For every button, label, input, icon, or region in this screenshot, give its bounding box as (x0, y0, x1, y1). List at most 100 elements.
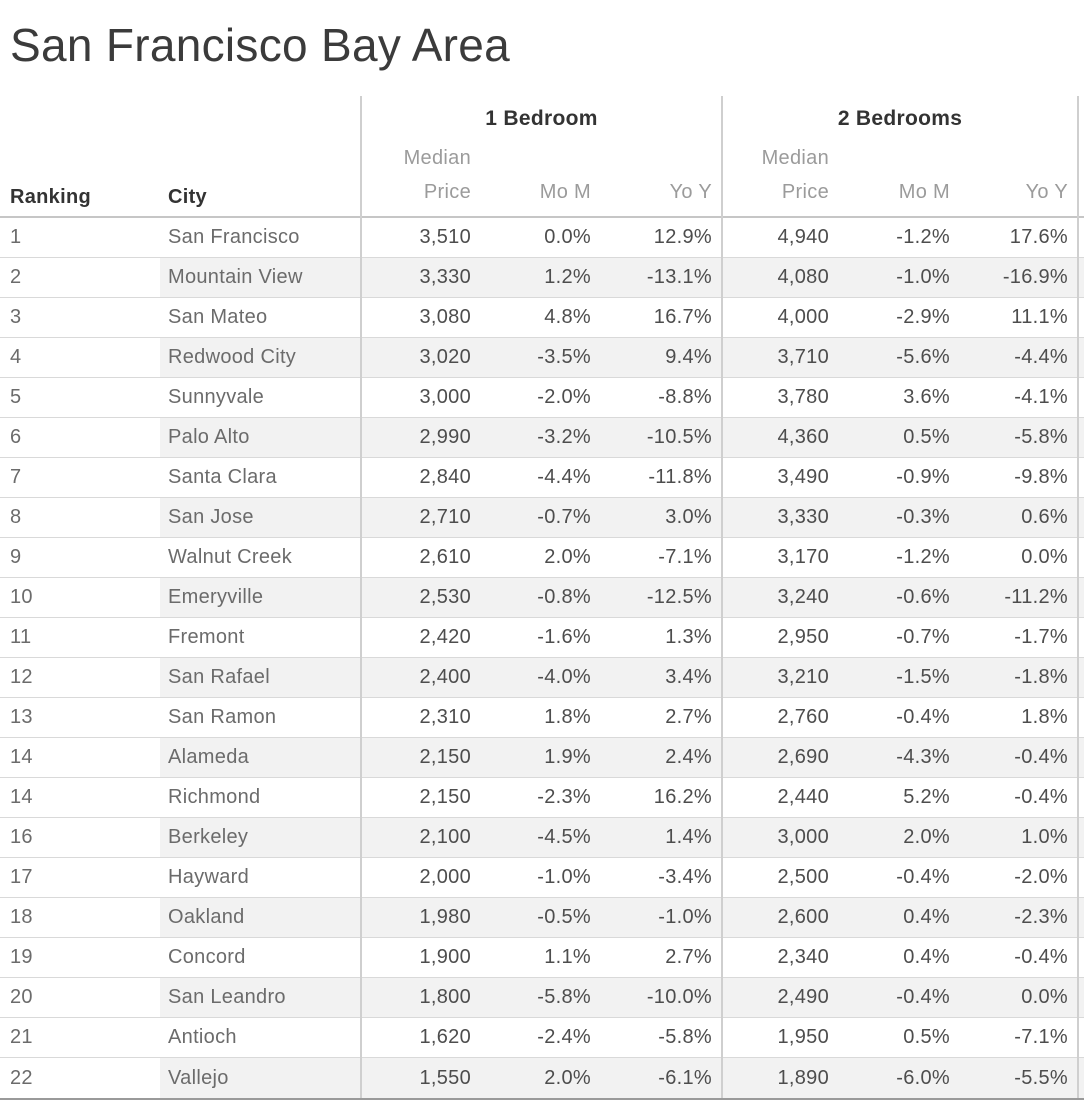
ranking-cell: 14 (10, 746, 33, 768)
subheader-1br-mom: Mo M (481, 96, 601, 216)
value-cell-1br-price: 2,840 (419, 466, 471, 488)
value-cell-1br-mom: -4.5% (481, 818, 601, 857)
value-cell-2br-price: 2,340 (777, 946, 829, 968)
table-row: 4 Redwood City 3,020 -3.5% 9.4% 3,710 -5.6% -4.… (0, 338, 1084, 378)
value-cell-2br-price: 4,080 (722, 258, 839, 297)
value-cell-2br-yoy: -1.8% (960, 658, 1078, 697)
subheader-1br-median-price: Median Price (361, 96, 481, 216)
city-cell: Oakland (160, 898, 361, 937)
table-row: 17 Hayward 2,000 -1.0% -3.4% 2,500 -0.4% -2.0% (0, 858, 1084, 898)
value-cell-2br-mom: 0.4% (839, 898, 960, 937)
ranking-cell: 4 (10, 346, 22, 368)
value-cell-2br-mom: -0.3% (839, 498, 960, 537)
value-cell-1br-yoy: 12.9% (653, 226, 712, 248)
value-cell-2br-price: 3,240 (722, 578, 839, 617)
value-cell-1br-yoy: -12.5% (601, 578, 722, 617)
table-row: 14 Richmond 2,150 -2.3% 16.2% 2,440 5.2% -0.4% (0, 778, 1084, 818)
table-row: 3 San Mateo 3,080 4.8% 16.7% 4,000 -2.9% 11.1% (0, 298, 1084, 338)
ranking-cell: 11 (10, 626, 32, 648)
city-cell: Concord (168, 946, 246, 968)
edge-sliver (1078, 338, 1084, 377)
value-cell-2br-mom: -1.0% (839, 258, 960, 297)
value-cell-2br-mom: -6.0% (839, 1058, 960, 1098)
value-cell-1br-yoy: -6.1% (601, 1058, 722, 1098)
edge-sliver (1078, 738, 1084, 777)
value-cell-2br-price: 3,210 (722, 658, 839, 697)
value-cell-2br-yoy: -16.9% (960, 258, 1078, 297)
value-cell-1br-price: 2,400 (361, 658, 481, 697)
value-cell-1br-mom: -4.4% (537, 466, 591, 488)
value-cell-2br-yoy: 1.8% (1021, 706, 1068, 728)
value-cell-1br-price: 2,710 (361, 498, 481, 537)
value-cell-2br-price: 3,710 (722, 338, 839, 377)
edge-sliver (1078, 658, 1084, 697)
city-cell: Fremont (168, 626, 245, 648)
value-cell-1br-price: 3,510 (419, 226, 471, 248)
city-cell: Antioch (168, 1026, 237, 1048)
value-cell-2br-mom: 2.0% (839, 818, 960, 857)
value-cell-1br-price: 3,330 (361, 258, 481, 297)
value-cell-2br-yoy: -0.4% (1014, 946, 1068, 968)
table-row: 11 Fremont 2,420 -1.6% 1.3% 2,950 -0.7% -1.7% (0, 618, 1084, 658)
value-cell-2br-mom: 0.5% (839, 418, 960, 457)
city-cell: Mountain View (160, 258, 361, 297)
ranking-cell: 20 (10, 986, 33, 1008)
city-cell: Richmond (168, 786, 261, 808)
value-cell-2br-mom: -4.3% (839, 738, 960, 777)
ranking-cell: 1 (10, 226, 22, 248)
city-cell: San Francisco (168, 226, 300, 248)
value-cell-2br-price: 3,000 (722, 818, 839, 857)
value-cell-1br-mom: -0.5% (481, 898, 601, 937)
column-header-ranking: Ranking (10, 186, 91, 208)
ranking-cell: 17 (10, 866, 33, 888)
value-cell-1br-price: 3,020 (361, 338, 481, 377)
value-cell-2br-price: 2,690 (722, 738, 839, 777)
value-cell-1br-price: 2,610 (419, 546, 471, 568)
city-cell: Berkeley (160, 818, 361, 857)
city-cell: Sunnyvale (168, 386, 265, 408)
table-row: 18 Oakland 1,980 -0.5% -1.0% 2,600 0.4% -2.3% (0, 898, 1084, 938)
page-title: San Francisco Bay Area (10, 19, 511, 71)
value-cell-1br-yoy: -5.8% (658, 1026, 712, 1048)
value-cell-2br-price: 2,440 (777, 786, 829, 808)
value-cell-1br-mom: -3.2% (481, 418, 601, 457)
subheader-2br-median-price: Median Price (722, 96, 839, 216)
value-cell-2br-yoy: -0.4% (1014, 786, 1068, 808)
table-row: 9 Walnut Creek 2,610 2.0% -7.1% 3,170 -1.2% 0.0… (0, 538, 1084, 578)
table-row: 6 Palo Alto 2,990 -3.2% -10.5% 4,360 0.5% -5.8% (0, 418, 1084, 458)
value-cell-1br-mom: -4.0% (481, 658, 601, 697)
table-row: 20 San Leandro 1,800 -5.8% -10.0% 2,490 -0.4% 0… (0, 978, 1084, 1018)
value-cell-2br-yoy: -1.7% (1014, 626, 1068, 648)
value-cell-1br-yoy: -3.4% (658, 866, 712, 888)
city-cell: San Rafael (160, 658, 361, 697)
ranking-cell: 5 (10, 386, 22, 408)
value-cell-1br-price: 2,530 (361, 578, 481, 617)
column-divider (360, 96, 362, 1098)
city-cell: Alameda (160, 738, 361, 777)
value-cell-1br-yoy: 9.4% (601, 338, 722, 377)
column-header-city: City (168, 186, 207, 208)
value-cell-2br-price: 1,890 (722, 1058, 839, 1098)
city-cell: Hayward (168, 866, 250, 888)
value-cell-2br-mom: -0.4% (896, 706, 950, 728)
value-cell-1br-mom: -2.3% (537, 786, 591, 808)
value-cell-2br-price: 4,940 (777, 226, 829, 248)
ranking-cell: 2 (10, 266, 22, 288)
value-cell-2br-price: 3,170 (777, 546, 829, 568)
value-cell-2br-price: 1,950 (777, 1026, 829, 1048)
value-cell-2br-yoy: 0.6% (960, 498, 1078, 537)
subheader-label: Median Price (761, 147, 829, 203)
value-cell-1br-yoy: 3.4% (601, 658, 722, 697)
city-cell: Vallejo (160, 1058, 361, 1098)
value-cell-2br-yoy: 0.0% (1021, 546, 1068, 568)
value-cell-2br-mom: 0.5% (903, 1026, 950, 1048)
value-cell-2br-price: 3,330 (722, 498, 839, 537)
value-cell-1br-mom: 1.1% (544, 946, 591, 968)
value-cell-1br-price: 2,000 (419, 866, 471, 888)
value-cell-2br-yoy: -7.1% (1014, 1026, 1068, 1048)
value-cell-2br-price: 4,000 (777, 306, 829, 328)
ranking-cell: 12 (10, 666, 33, 688)
edge-sliver (1078, 258, 1084, 297)
value-cell-2br-mom: -0.4% (839, 978, 960, 1017)
value-cell-2br-mom: -1.2% (896, 226, 950, 248)
